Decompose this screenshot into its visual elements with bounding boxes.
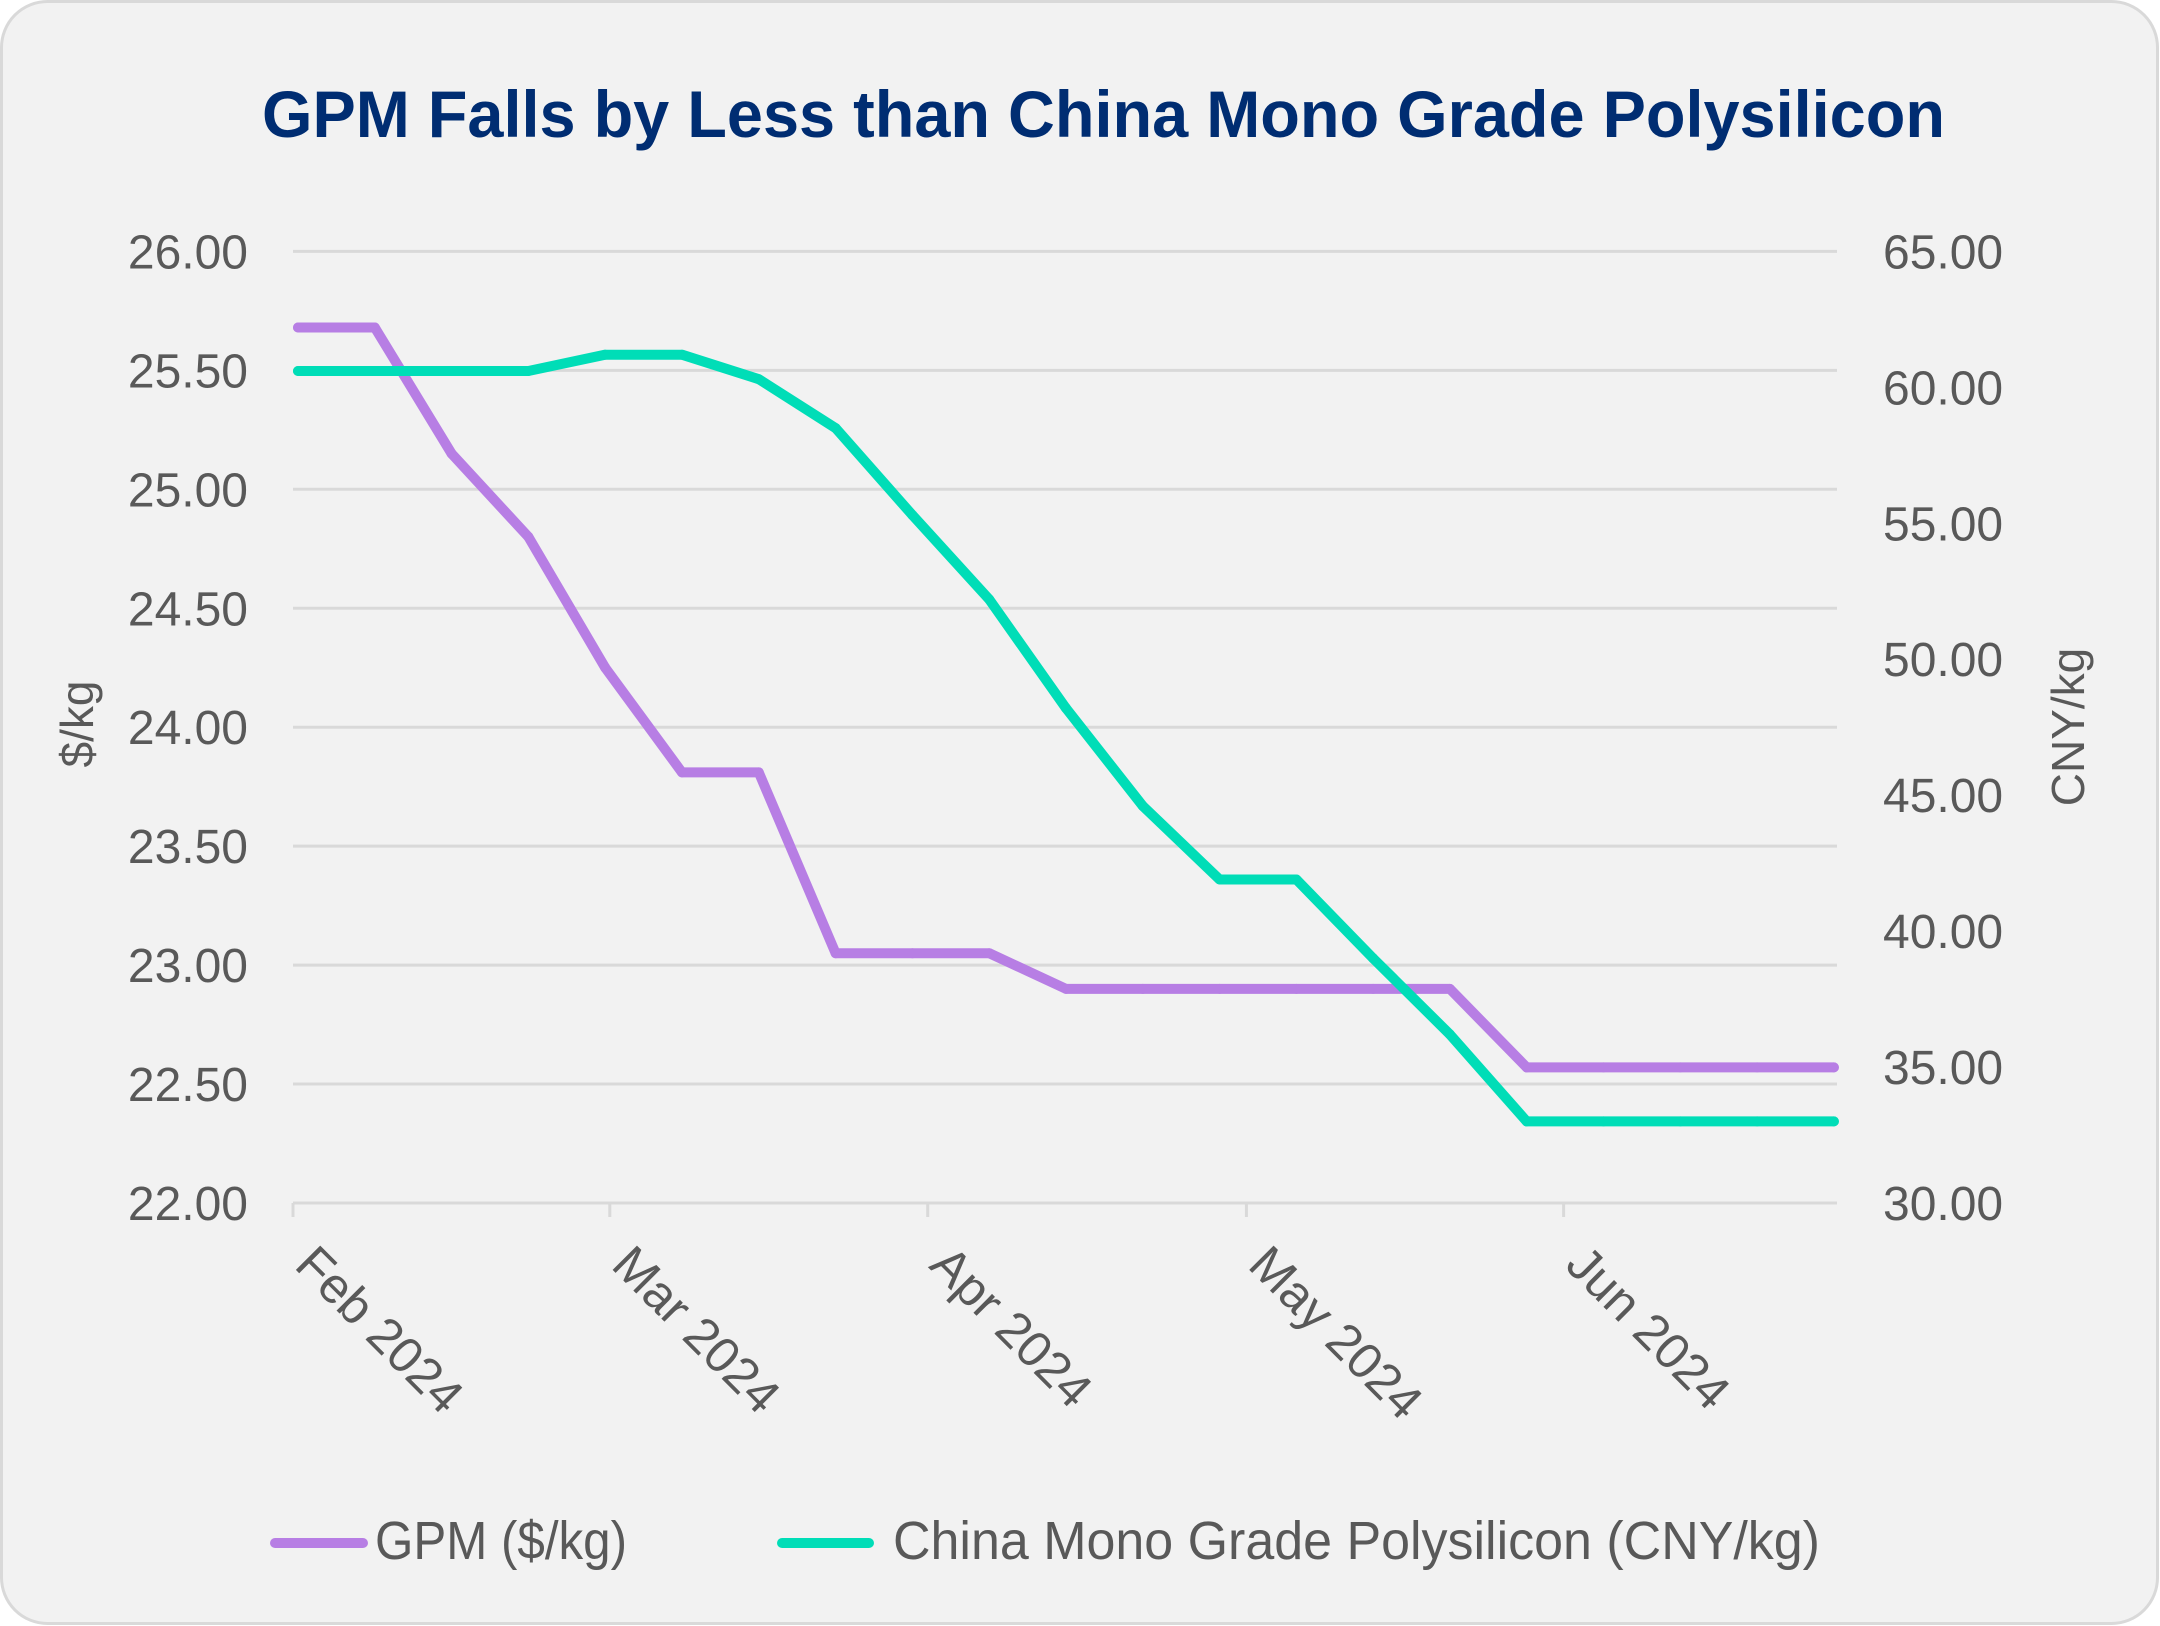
data-point-gpm: [293, 322, 303, 333]
y-left-tick-label: 23.00: [128, 940, 248, 993]
data-point-gpm: [1214, 983, 1225, 994]
y-left-tick-label: 26.00: [128, 226, 248, 279]
y-axis-left-labels: 22.00 22.50 23.00 23.50 24.00 24.50 25.00 25.50…: [128, 226, 248, 1231]
legend-item-gpm[interactable]: GPM ($/kg): [270, 1511, 627, 1571]
data-point-polysilicon: [369, 366, 380, 376]
data-point-polysilicon: [1828, 1116, 1839, 1127]
data-point-polysilicon: [1675, 1116, 1686, 1127]
data-point-gpm: [1368, 983, 1379, 994]
data-point-gpm: [523, 531, 534, 542]
y-axis-right-labels: 30.00 35.00 40.00 45.00 50.00 55.00 60.00 65.00: [1883, 226, 2003, 1231]
data-point-polysilicon: [1291, 874, 1302, 885]
data-point-gpm: [753, 767, 764, 778]
y-left-tick-label: 24.50: [128, 583, 248, 636]
y-left-tick-label: 25.00: [128, 464, 248, 517]
data-point-polysilicon: [1521, 1116, 1532, 1127]
y-left-tick-label: 24.00: [128, 702, 248, 755]
y-right-tick-label: 50.00: [1883, 634, 2003, 687]
data-point-polysilicon: [984, 594, 995, 605]
data-point-gpm: [907, 948, 918, 959]
y-right-tick-label: 30.00: [1883, 1178, 2003, 1231]
data-point-polysilicon: [1061, 703, 1071, 714]
legend: GPM ($/kg) China Mono Grade Polysilicon …: [270, 1511, 1820, 1571]
y-left-tick-label: 23.50: [128, 821, 248, 874]
data-point-gpm: [1521, 1062, 1532, 1073]
y-axis-left-title: $/kg: [51, 681, 103, 768]
data-point-gpm: [677, 767, 687, 778]
x-axis-ticks: [291, 1203, 1566, 1217]
data-point-polysilicon: [600, 349, 611, 360]
data-point-gpm: [1291, 983, 1302, 994]
data-point-gpm: [1598, 1062, 1609, 1073]
y-left-tick-label: 22.00: [128, 1178, 248, 1231]
data-point-gpm: [984, 948, 995, 959]
data-point-gpm: [446, 448, 457, 459]
data-point-polysilicon: [523, 366, 534, 376]
data-point-polysilicon: [907, 510, 918, 521]
data-point-gpm: [1752, 1062, 1763, 1073]
legend-item-polysilicon[interactable]: China Mono Grade Polysilicon (CNY/kg): [777, 1511, 1820, 1571]
y-right-tick-label: 60.00: [1883, 362, 2003, 415]
legend-label-gpm: GPM ($/kg): [375, 1511, 627, 1571]
data-point-polysilicon: [293, 366, 303, 376]
data-point-polysilicon: [1368, 953, 1379, 964]
data-point-polysilicon: [446, 366, 457, 376]
data-point-gpm: [1444, 983, 1455, 994]
data-point-polysilicon: [1137, 801, 1148, 811]
y-left-tick-label: 25.50: [128, 345, 248, 398]
y-axis-right-title: CNY/kg: [2042, 648, 2094, 806]
data-point-polysilicon: [1444, 1029, 1455, 1040]
y-left-tick-label: 22.50: [128, 1059, 248, 1112]
y-right-tick-label: 65.00: [1883, 226, 2003, 279]
data-point-polysilicon: [1214, 874, 1225, 885]
series-gpm: [293, 322, 1839, 1073]
chart-title: GPM Falls by Less than China Mono Grade …: [262, 77, 1945, 151]
y-right-tick-label: 40.00: [1883, 906, 2003, 959]
data-point-polysilicon: [1598, 1116, 1609, 1127]
data-point-gpm: [1061, 983, 1071, 994]
series-layer: [293, 322, 1839, 1127]
data-point-polysilicon: [1752, 1116, 1763, 1127]
y-right-tick-label: 45.00: [1883, 770, 2003, 823]
data-point-gpm: [830, 948, 841, 959]
y-right-tick-label: 35.00: [1883, 1042, 2003, 1095]
data-point-polysilicon: [830, 423, 841, 434]
data-point-gpm: [1828, 1062, 1839, 1073]
data-point-gpm: [369, 322, 380, 333]
data-point-gpm: [1137, 983, 1148, 994]
data-point-polysilicon: [753, 374, 764, 385]
legend-label-polysilicon: China Mono Grade Polysilicon (CNY/kg): [893, 1511, 1820, 1571]
data-point-gpm: [1675, 1062, 1686, 1073]
series-polysilicon: [293, 349, 1839, 1127]
data-point-polysilicon: [677, 349, 687, 360]
y-right-tick-label: 55.00: [1883, 498, 2003, 551]
data-point-gpm: [600, 662, 611, 673]
